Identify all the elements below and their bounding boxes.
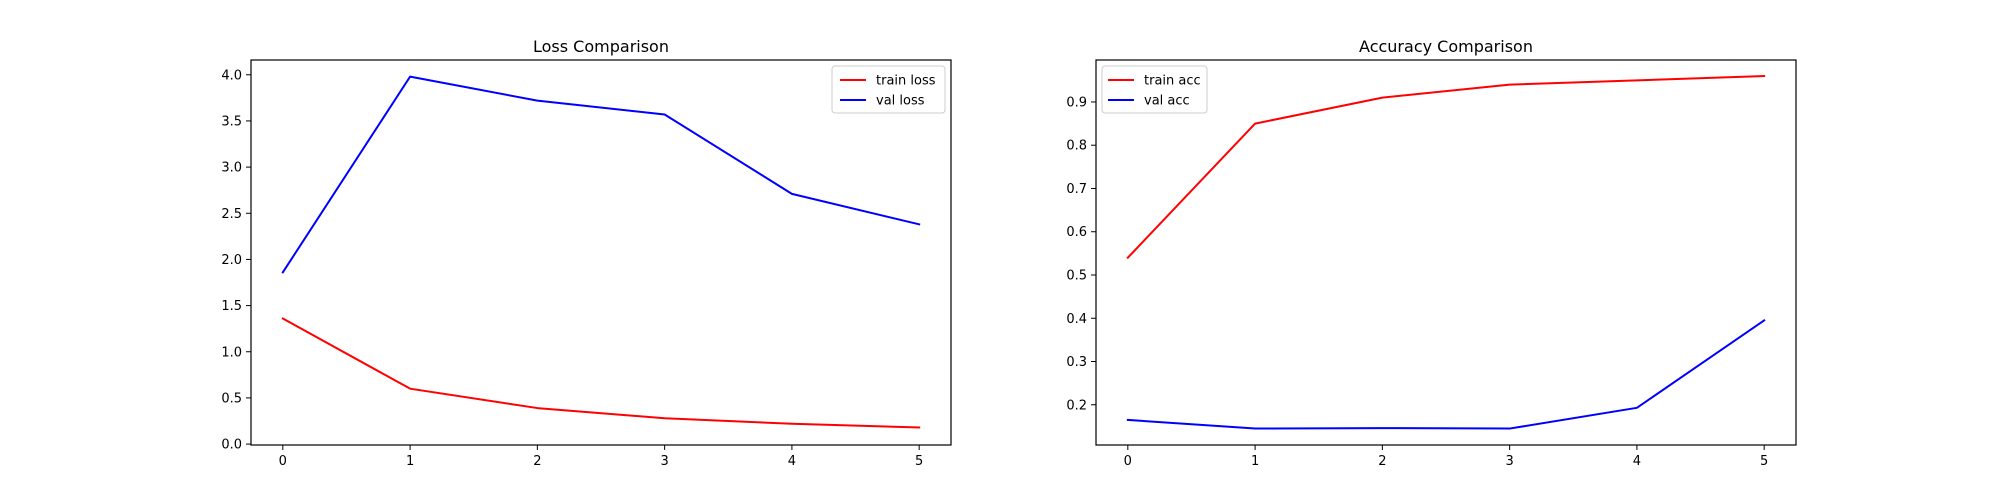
legend-entry-train-acc: train acc (1108, 74, 1201, 89)
accuracy-chart: Accuracy Comparison 0 1 2 3 4 5 0.2 0.3 0.4 0.5 0.… (1066, 37, 1797, 469)
accuracy-plot-frame (1095, 59, 1797, 446)
accuracy-y-tick-label: 0.8 (1066, 139, 1087, 154)
loss-y-tick-label: 0.0 (221, 438, 242, 453)
series-line-val-loss (281, 75, 921, 274)
accuracy-x-tick-label: 2 (1378, 454, 1386, 469)
legend-entry-train-loss: train loss (840, 74, 936, 89)
loss-axis-ticks: 0 1 2 3 4 5 0.0 0.5 1.0 1.5 2.0 2.5 3.0 3.5 4.0 (221, 68, 923, 469)
loss-x-tick-label: 1 (406, 454, 414, 469)
series-line-val-acc (1126, 319, 1766, 430)
legend-entry-val-loss: val loss (840, 94, 925, 109)
series-line-train-acc (1126, 74, 1766, 260)
loss-legend: train loss val loss (831, 65, 946, 114)
legend-label-train-loss: train loss (876, 74, 936, 89)
loss-y-tick-label: 1.5 (221, 299, 242, 314)
loss-y-tick-label: 1.0 (221, 345, 242, 360)
loss-legend-box (831, 65, 946, 114)
loss-y-tick-label: 4.0 (221, 68, 242, 83)
accuracy-y-tick-label: 0.7 (1066, 182, 1087, 197)
accuracy-x-tick-label: 1 (1251, 454, 1259, 469)
loss-series-lines (281, 75, 921, 429)
loss-y-tick-label: 3.5 (221, 114, 242, 129)
legend-label-train-acc: train acc (1144, 74, 1201, 89)
accuracy-legend: train acc val acc (1101, 65, 1208, 114)
accuracy-x-tick-label: 3 (1505, 454, 1513, 469)
loss-x-tick-label: 5 (915, 454, 923, 469)
accuracy-chart-title: Accuracy Comparison (1359, 37, 1533, 56)
loss-chart-title: Loss Comparison (533, 37, 669, 56)
accuracy-y-tick-label: 0.2 (1066, 398, 1087, 413)
loss-x-tick-label: 4 (788, 454, 796, 469)
accuracy-axis-ticks: 0 1 2 3 4 5 0.2 0.3 0.4 0.5 0.6 0.7 0.8 0.9 (1066, 95, 1768, 469)
accuracy-y-tick-label: 0.5 (1066, 268, 1087, 283)
accuracy-y-tick-label: 0.6 (1066, 225, 1087, 240)
legend-label-val-loss: val loss (876, 94, 925, 109)
accuracy-x-tick-label: 0 (1124, 454, 1132, 469)
accuracy-x-tick-label: 5 (1760, 454, 1768, 469)
accuracy-y-tick-label: 0.9 (1066, 95, 1087, 110)
accuracy-x-tick-label: 4 (1633, 454, 1641, 469)
accuracy-legend-box (1101, 65, 1208, 114)
accuracy-y-tick-label: 0.3 (1066, 355, 1087, 370)
series-line-train-loss (281, 317, 921, 429)
loss-y-tick-label: 0.5 (221, 391, 242, 406)
loss-y-tick-label: 2.0 (221, 253, 242, 268)
loss-y-tick-label: 3.0 (221, 161, 242, 176)
accuracy-y-tick-label: 0.4 (1066, 312, 1087, 327)
legend-label-val-acc: val acc (1144, 94, 1190, 109)
legend-entry-val-acc: val acc (1108, 94, 1190, 109)
loss-x-tick-label: 0 (279, 454, 287, 469)
loss-plot-frame (250, 59, 952, 446)
loss-x-tick-label: 2 (533, 454, 541, 469)
loss-x-tick-label: 3 (660, 454, 668, 469)
loss-y-tick-label: 2.5 (221, 207, 242, 222)
accuracy-series-lines (1126, 74, 1766, 430)
loss-chart: Loss Comparison 0 1 2 3 4 5 0.0 0.5 1.0 1.5 2.0 2.5… (221, 37, 952, 469)
